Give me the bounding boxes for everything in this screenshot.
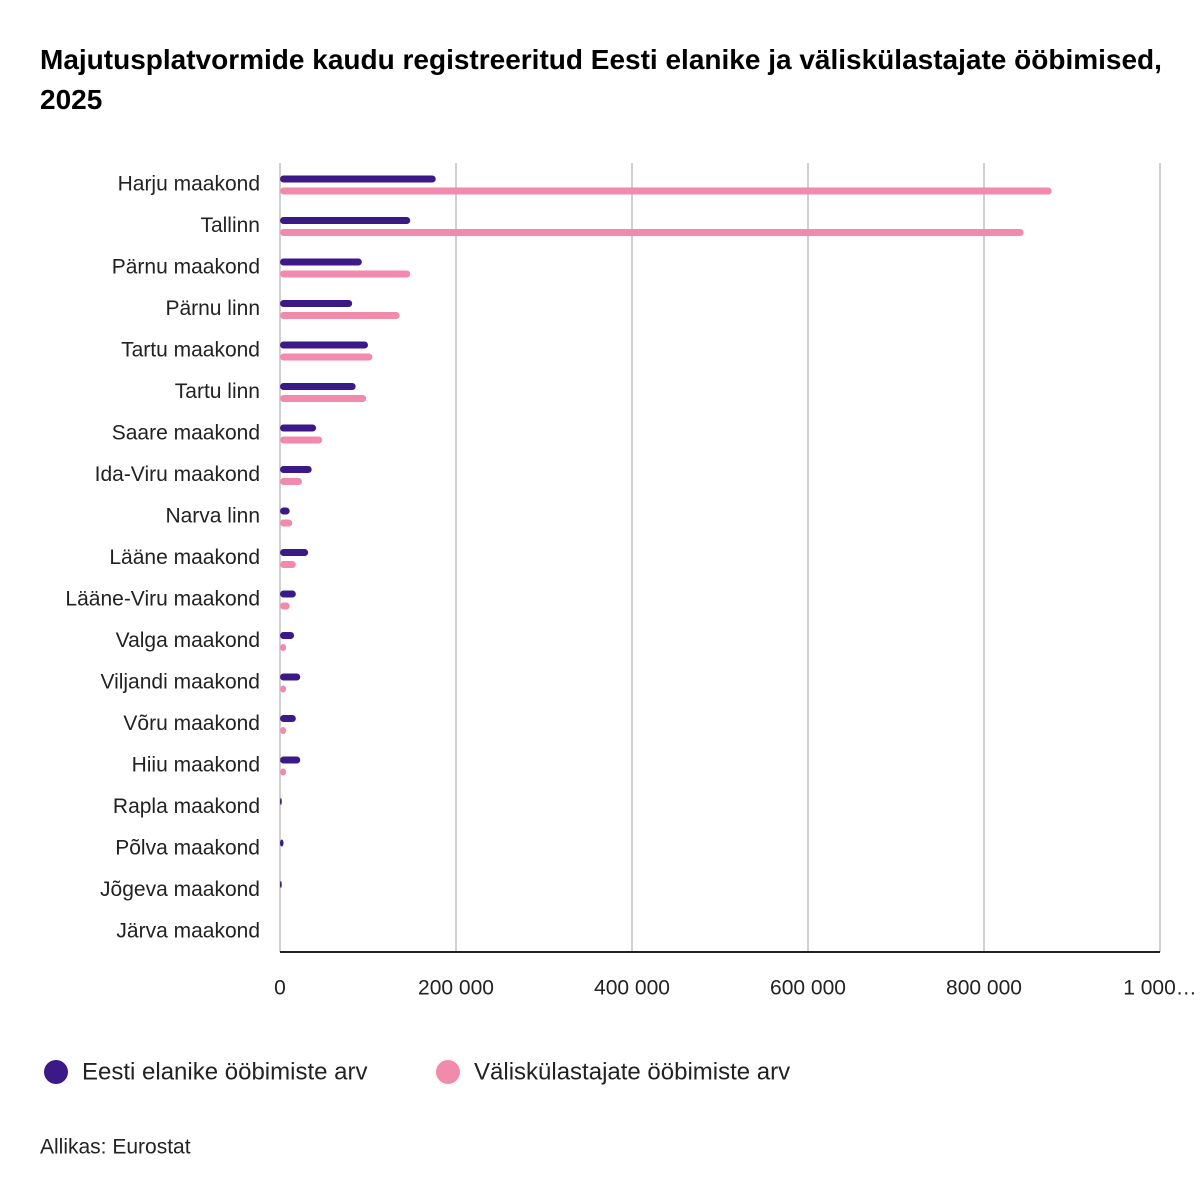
bar: [280, 685, 287, 693]
bar: [280, 270, 411, 278]
y-tick-label: Hiiu maakond: [132, 754, 260, 777]
bar: [280, 561, 296, 568]
bar: [280, 768, 287, 776]
y-tick-label: Harju maakond: [118, 173, 260, 196]
y-tick-label: Pärnu linn: [165, 297, 260, 320]
bar: [280, 602, 290, 610]
y-tick-label: Põlva maakond: [115, 837, 260, 860]
legend-marker: [436, 1060, 460, 1084]
x-tick-label: 0: [274, 977, 286, 1000]
bar: [280, 756, 301, 764]
y-tick-label: Jõgeva maakond: [100, 878, 260, 901]
y-tick-label: Narva linn: [165, 505, 260, 528]
bar: [280, 217, 411, 224]
x-tick-label: 400 000: [594, 977, 670, 1000]
y-tick-label: Võru maakond: [123, 712, 260, 735]
bar: [280, 187, 1052, 195]
bar: [280, 175, 436, 183]
x-tick-label: 800 000: [946, 977, 1022, 1000]
bar: [280, 395, 367, 402]
bar: [280, 258, 362, 266]
y-tick-label: Viljandi maakond: [100, 671, 260, 694]
bar: [280, 590, 296, 598]
y-tick-label: Valga maakond: [116, 629, 260, 652]
bar: [280, 632, 295, 639]
bar: [280, 549, 309, 556]
x-tick-label: 200 000: [418, 977, 494, 1000]
bar: [280, 839, 284, 847]
y-tick-label: Saare maakond: [112, 422, 260, 445]
bar: [280, 383, 356, 390]
bar: [280, 519, 293, 527]
bar: [280, 478, 302, 485]
bar: [280, 644, 287, 651]
x-tick-label: 600 000: [770, 977, 846, 1000]
source: Allikas: Eurostat: [40, 1136, 191, 1159]
bar: [280, 673, 301, 681]
y-tick-label: Pärnu maakond: [112, 256, 260, 279]
y-tick-label: Tartu linn: [175, 380, 260, 403]
x-tick-label: 1 000…: [1123, 977, 1197, 1000]
legend-label: Eesti elanike ööbimiste arv: [82, 1058, 367, 1085]
y-tick-label: Tallinn: [200, 214, 260, 237]
y-tick-label: Rapla maakond: [113, 795, 260, 818]
bar: [280, 353, 373, 361]
y-tick-label: Tartu maakond: [121, 339, 260, 362]
y-tick-label: Lääne-Viru maakond: [65, 588, 260, 611]
bar: [280, 341, 368, 349]
bar: [280, 715, 296, 722]
legend-label: Väliskülastajate ööbimiste arv: [474, 1058, 790, 1085]
bar: [280, 436, 323, 444]
bar: [280, 881, 282, 888]
legend-marker: [44, 1060, 68, 1084]
bar: [280, 507, 290, 515]
bar: [280, 300, 353, 307]
y-tick-label: Ida-Viru maakond: [95, 463, 260, 486]
bar: [280, 727, 287, 734]
bar: [280, 229, 1024, 236]
chart-title: Majutusplatvormide kaudu registreeritud …: [40, 44, 1162, 115]
bar: [280, 798, 282, 805]
y-tick-label: Lääne maakond: [109, 546, 260, 569]
bar: [280, 312, 400, 319]
bar: [280, 424, 317, 432]
bar: [280, 466, 312, 473]
y-tick-label: Järva maakond: [116, 920, 260, 943]
